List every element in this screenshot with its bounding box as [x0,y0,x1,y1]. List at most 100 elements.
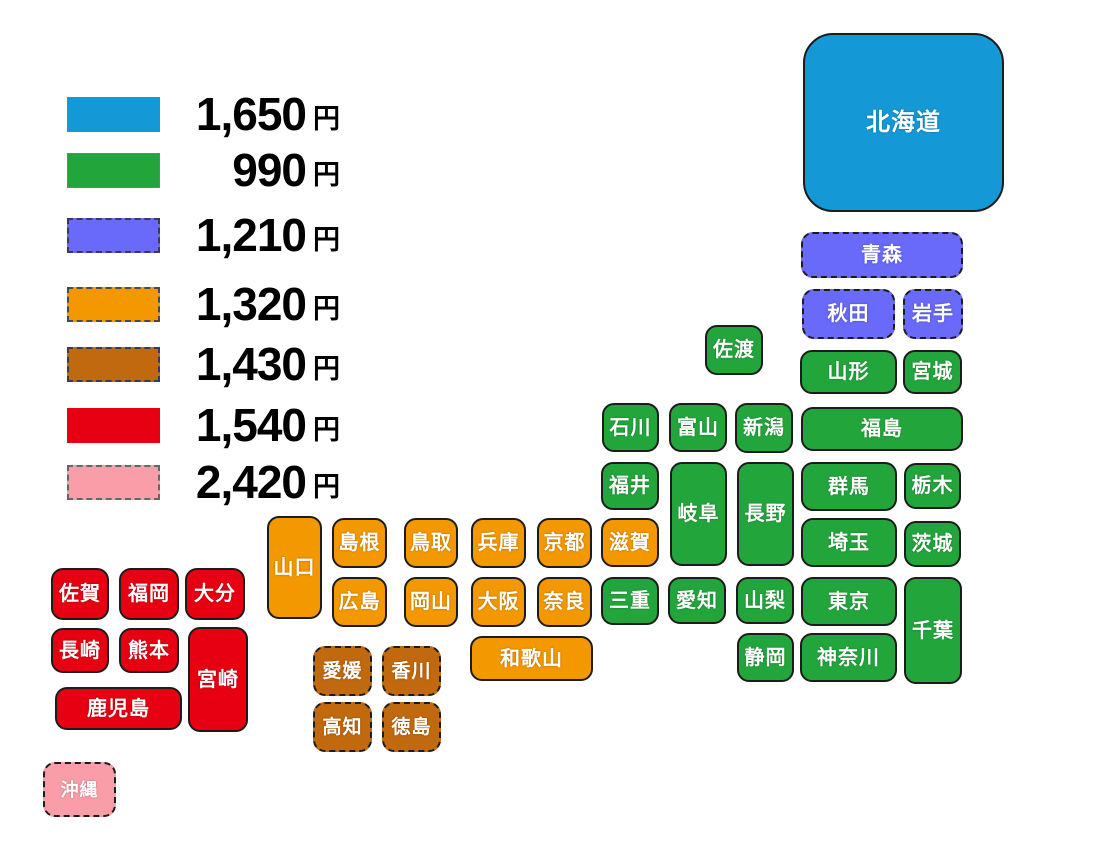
prefecture-label-mie: 三重 [609,590,651,612]
tile-saitama: 埼玉 [801,518,897,567]
prefecture-label-kochi: 高知 [322,716,363,738]
tile-tottori: 鳥取 [404,518,458,568]
legend-unit-blue: 円 [313,103,340,134]
tile-osaka: 大阪 [471,577,526,627]
prefecture-label-akita: 秋田 [827,303,870,325]
prefecture-label-kagawa: 香川 [391,660,432,682]
legend-swatch-red [67,407,160,443]
tile-wakayama: 和歌山 [470,636,593,681]
legend-swatch-blue [67,96,160,132]
prefecture-label-ishikawa: 石川 [609,416,652,439]
prefecture-label-fukui: 福井 [609,475,651,497]
tile-fukuoka: 福岡 [119,568,179,620]
prefecture-label-ehime: 愛媛 [322,660,363,682]
prefecture-label-yamagata: 山形 [827,361,870,383]
tile-kyoto: 京都 [537,518,592,568]
tile-fukushima: 福島 [801,407,963,451]
legend-amount-orange: 1,320 [195,278,307,330]
tile-kanagawa: 神奈川 [800,633,897,682]
prefecture-label-toyama: 富山 [677,416,719,439]
prefecture-label-yamaguchi: 山口 [273,556,316,579]
tile-shiga: 滋賀 [601,518,659,567]
tile-nara: 奈良 [537,577,592,627]
tile-miyagi: 宮城 [903,350,962,394]
legend-amount-brown: 1,430 [195,338,307,390]
tile-toyama: 富山 [669,403,727,452]
prefecture-label-fukushima: 福島 [861,418,903,440]
tile-mie: 三重 [601,577,659,625]
prefecture-label-saitama: 埼玉 [828,531,870,554]
legend-row-purple: 1,210 円 [67,212,340,258]
tile-hokkaido: 北海道 [803,33,1004,212]
legend-swatch-purple [67,217,160,253]
tile-miyazaki: 宮崎 [188,627,248,732]
legend-unit-brown: 円 [313,353,340,384]
prefecture-label-shizuoka: 静岡 [744,646,787,669]
tile-iwate: 岩手 [903,289,963,339]
tile-kagawa: 香川 [382,646,441,696]
tile-gunma: 群馬 [801,462,897,511]
tile-hyogo: 兵庫 [471,518,526,568]
tile-shimane: 島根 [332,518,387,568]
legend-row-brown: 1,430 円 [67,341,340,387]
prefecture-label-hiroshima: 広島 [338,591,381,613]
prefecture-label-gunma: 群馬 [828,475,870,498]
prefecture-label-miyagi: 宮城 [911,361,954,383]
tile-aomori: 青森 [801,232,963,278]
legend-row-orange: 1,320 円 [67,281,340,327]
prefecture-label-iwate: 岩手 [912,303,954,325]
tile-chiba: 千葉 [904,577,962,684]
tile-oita: 大分 [185,568,245,620]
prefecture-label-okinawa: 沖縄 [60,779,99,800]
prefecture-label-miyazaki: 宮崎 [197,668,239,691]
legend-amount-red: 1,540 [195,399,307,451]
tile-nagasaki: 長崎 [51,628,109,673]
prefecture-label-aichi: 愛知 [676,589,718,612]
prefecture-label-tottori: 鳥取 [410,532,452,554]
tile-fukui: 福井 [601,462,659,510]
prefecture-label-aomori: 青森 [861,244,903,266]
tile-kochi: 高知 [313,702,372,752]
legend-unit-purple: 円 [313,224,340,255]
legend-unit-green: 円 [313,159,340,190]
prefecture-label-hokkaido: 北海道 [866,108,941,136]
legend-row-pink: 2,420 円 [67,459,340,505]
prefecture-label-nara: 奈良 [543,591,586,613]
prefecture-label-kagoshima: 鹿児島 [87,697,150,720]
prefecture-label-tokyo: 東京 [828,590,870,613]
prefecture-label-niigata: 新潟 [743,417,785,439]
tile-kumamoto: 熊本 [119,628,179,673]
tile-ishikawa: 石川 [602,403,659,452]
prefecture-label-okayama: 岡山 [410,591,452,613]
tile-shizuoka: 静岡 [737,633,794,682]
prefecture-label-kanagawa: 神奈川 [817,646,880,669]
legend-unit-pink: 円 [313,471,340,502]
legend-swatch-green [67,152,160,188]
prefecture-label-ibaraki: 茨城 [911,533,954,555]
tile-saga: 佐賀 [51,568,109,620]
prefecture-label-sado: 佐渡 [713,339,755,361]
legend-unit-red: 円 [313,414,340,445]
tile-gifu: 岐阜 [670,462,727,566]
prefecture-label-oita: 大分 [194,583,236,605]
tile-tokyo: 東京 [801,577,897,626]
legend-row-red: 1,540 円 [67,402,340,448]
prefecture-label-tochigi: 栃木 [911,475,954,497]
tile-sado: 佐渡 [705,325,763,375]
prefecture-label-wakayama: 和歌山 [500,647,563,670]
tile-kagoshima: 鹿児島 [55,687,182,730]
prefecture-label-shimane: 島根 [338,532,381,554]
tile-hiroshima: 広島 [332,577,387,627]
legend-row-green: 990 円 [67,147,340,193]
tile-okayama: 岡山 [404,577,458,627]
prefecture-label-saga: 佐賀 [59,583,101,605]
prefecture-label-chiba: 千葉 [912,619,954,642]
prefecture-label-gifu: 岐阜 [677,503,720,525]
prefecture-label-osaka: 大阪 [477,591,520,613]
tile-akita: 秋田 [802,289,895,339]
tile-tochigi: 栃木 [904,463,961,509]
prefecture-label-kyoto: 京都 [543,532,586,554]
prefecture-label-fukuoka: 福岡 [128,583,170,605]
tile-aichi: 愛知 [668,577,726,624]
